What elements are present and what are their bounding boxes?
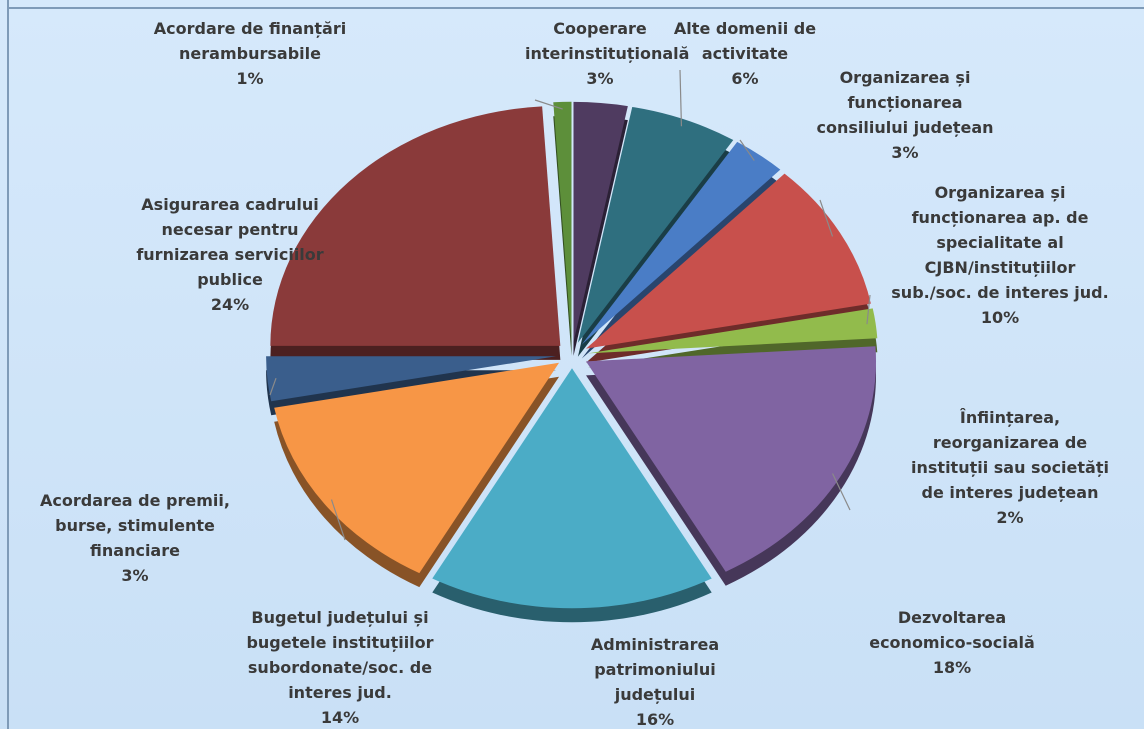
slice-label: Organizarea și funcționarea ap. de speci… (885, 180, 1115, 330)
slice (581, 141, 781, 345)
category-name: Cooperare interinstituțională (525, 19, 690, 63)
value-label: 16% (635, 710, 675, 729)
leader-line (679, 69, 683, 127)
value-label: 1% (236, 69, 264, 88)
value-label: 18% (932, 658, 972, 677)
slice (553, 101, 572, 342)
slice-label: Acordare de finanțări nerambursabile 1% (125, 16, 375, 91)
slice (266, 356, 557, 402)
category-name: Acordare de finanțări nerambursabile (153, 19, 347, 63)
leader-line (739, 139, 755, 161)
category-name: Organizarea și funcționarea consiliului … (816, 68, 994, 137)
value-label: 10% (980, 308, 1020, 327)
category-name: Alte domenii de activitate (673, 19, 817, 63)
slice (587, 308, 878, 354)
slice (586, 346, 877, 572)
category-name: Administrarea patrimoniului județului (590, 635, 720, 704)
slice (573, 101, 628, 342)
leader-line (866, 294, 871, 325)
leader-line (269, 377, 277, 396)
slice (577, 106, 734, 343)
value-label: 2% (996, 508, 1024, 527)
slice-label: Bugetul județului și bugetele instituții… (225, 605, 455, 729)
category-name: Bugetul județului și bugetele instituții… (246, 608, 434, 702)
slice (432, 368, 712, 609)
slice-label: Organizarea și funcționarea consiliului … (800, 65, 1010, 165)
leader-line (330, 499, 346, 541)
slice-label: Cooperare interinstituțională 3% (525, 16, 690, 91)
slice-label: Alte domenii de activitate 6% (665, 16, 825, 91)
value-label: 3% (891, 143, 919, 162)
slice-label: Înființarea, reorganizarea de instituții… (903, 405, 1118, 530)
leader-line (819, 199, 834, 237)
category-name: Înființarea, reorganizarea de instituții… (911, 408, 1109, 502)
slice-label: Acordarea de premii, burse, stimulente f… (15, 488, 255, 588)
value-label: 24% (210, 295, 250, 314)
slice-label: Dezvoltarea economico-socială 18% (852, 605, 1052, 680)
value-label: 6% (731, 69, 759, 88)
slice (270, 106, 561, 346)
category-name: Asigurarea cadrului necesar pentru furni… (136, 195, 324, 289)
slice (274, 362, 560, 574)
value-label: 3% (121, 566, 149, 585)
leader-line (831, 473, 851, 511)
value-label: 14% (320, 708, 360, 727)
slice (586, 173, 871, 349)
value-label: 3% (586, 69, 614, 88)
category-name: Dezvoltarea economico-socială (869, 608, 1035, 652)
slice-label: Administrarea patrimoniului județului 16% (570, 632, 740, 729)
category-name: Acordarea de premii, burse, stimulente f… (40, 491, 230, 560)
slice-label: Asigurarea cadrului necesar pentru furni… (115, 192, 345, 317)
category-name: Organizarea și funcționarea ap. de speci… (891, 183, 1109, 302)
leader-line (534, 99, 563, 110)
